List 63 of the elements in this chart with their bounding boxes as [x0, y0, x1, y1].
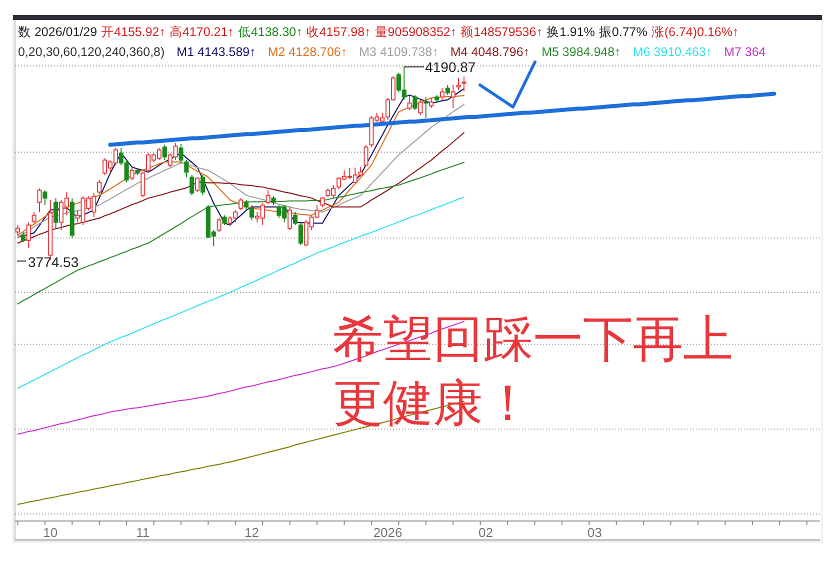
candlestick — [26, 222, 31, 249]
candlestick — [412, 94, 418, 110]
candlestick — [244, 199, 249, 211]
annotation: 高4170.21↑ — [169, 24, 234, 39]
x-tick-label: 12 — [244, 525, 259, 540]
annotation: 3774.53 — [28, 254, 79, 270]
x-tick-label: 02 — [478, 525, 493, 540]
text: M5 3984.948↑ — [542, 45, 621, 59]
candlestick — [462, 76, 466, 92]
candlestick — [42, 190, 48, 206]
candlestick — [190, 174, 194, 196]
text: M3 4109.738↑ — [359, 45, 438, 59]
x-tick-label: 11 — [136, 525, 150, 540]
candlestick — [140, 172, 146, 198]
candlestick — [288, 206, 292, 231]
candlestick — [37, 188, 42, 213]
candlestick — [429, 97, 434, 109]
candlestick — [222, 214, 227, 226]
candlestick — [266, 190, 270, 205]
candlestick — [54, 198, 58, 229]
candlestick — [320, 196, 325, 208]
candlestick — [162, 144, 167, 161]
candlestick — [216, 218, 222, 232]
annotation: 振0.77% — [598, 25, 648, 39]
candlestick — [364, 144, 368, 167]
legend-title: 0,20,30,60,120,240,360,8) — [18, 45, 165, 59]
candlestick — [450, 84, 456, 109]
candlestick — [178, 143, 184, 164]
candlestick — [445, 84, 450, 96]
candlestick — [238, 198, 244, 211]
candlestick — [424, 96, 428, 118]
candlestick — [195, 176, 200, 193]
candlestick — [15, 224, 20, 236]
candlestick — [130, 167, 134, 181]
annotation: 开4155.92↑ — [101, 25, 166, 39]
annotation: 数 2026/01/29 — [18, 25, 98, 39]
candlestick — [293, 212, 298, 226]
candlestick — [200, 174, 206, 196]
x-tick-label: 10 — [43, 525, 58, 540]
annotation: 额148579536↑ — [460, 25, 542, 39]
candlestick — [20, 231, 26, 243]
annotation: 量905908352↑ — [374, 25, 457, 39]
annotation: 低4138.30↑ — [238, 25, 302, 39]
candlestick — [440, 88, 444, 100]
candlestick — [456, 77, 461, 91]
annotation: 涨(6.74)0.16%↑ — [651, 25, 739, 39]
candlestick — [407, 96, 412, 110]
text: M1 4143.589↑ — [176, 45, 256, 59]
annotation: 4190.87 — [425, 58, 476, 75]
text: M4 4048.796↑ — [450, 45, 530, 59]
candlestick — [298, 222, 303, 246]
candlestick — [32, 212, 36, 224]
candlestick — [249, 204, 254, 220]
text: M2 4128.706↑ — [268, 45, 348, 59]
annotation: 收4157.98↑ — [306, 25, 371, 39]
candlestick — [184, 160, 189, 178]
candlestick — [97, 180, 102, 194]
text: M7 364 — [724, 45, 766, 59]
x-tick-label: 03 — [587, 525, 602, 540]
candlestick — [418, 99, 423, 116]
x-tick-label: 2026 — [373, 525, 402, 540]
text: M6 3910.463↑ — [632, 45, 712, 59]
annotation: 换1.91% — [546, 25, 595, 39]
